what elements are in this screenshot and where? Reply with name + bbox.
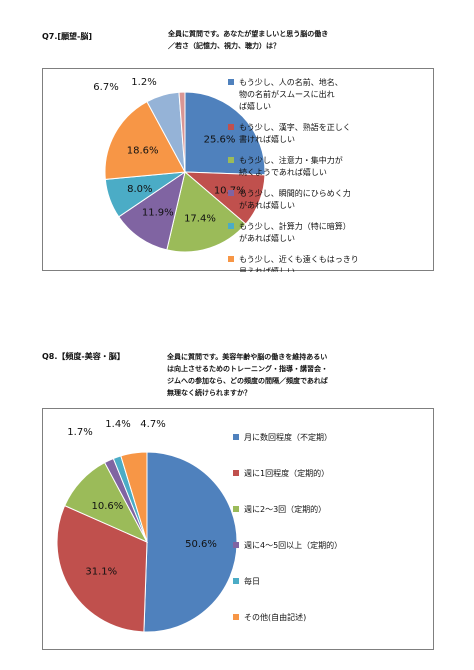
pie-label-0-5: 18.6% — [127, 145, 159, 156]
q8-chart: 50.6% 31.1% 10.6% 1.7% 1.4% 4.7% 月に数回程度（不定期） 週に… — [42, 408, 434, 650]
legend-text-1-1-0: 週に1回程度（定期的） — [244, 468, 329, 478]
legend-text-0-0-1: 物の名前がスムースに出れ — [239, 89, 335, 99]
legend-swatch-1-3 — [233, 542, 239, 548]
pie-label-1-4: 1.4% — [105, 419, 130, 430]
legend-swatch-0-1 — [228, 124, 234, 130]
pie-slice-0-5 — [104, 100, 186, 180]
legend-text-0-4-0: もう少し、計算力（特に暗算） — [239, 221, 351, 231]
legend-swatch-1-4 — [233, 578, 239, 584]
pie-label-0-0: 25.6% — [204, 135, 236, 146]
pie-label-0-4: 8.0% — [127, 184, 152, 195]
legend-text-0-0-2: ば嬉しい — [239, 101, 271, 111]
legend-swatch-1-2 — [233, 506, 239, 512]
legend-item-0-4: もう少し、計算力（特に暗算） があれば嬉しい — [228, 221, 351, 243]
q7-question: 全員に質問です。あなたが望ましいと思う脳の働き ／若さ（記憶力、視力、聴力）は？ — [168, 30, 329, 50]
pie-label-1-0: 50.6% — [185, 539, 217, 550]
pie-label-0-7: 1.2% — [131, 77, 156, 88]
legend-item-1-5: その他(自由記述) — [233, 612, 306, 622]
pie-slice-0-0 — [184, 91, 266, 176]
legend-text-0-1-1: 書ければ嬉しい — [239, 134, 295, 144]
legend-text-1-4-0: 毎日 — [244, 576, 260, 586]
pie-slice-1-5 — [120, 451, 148, 543]
legend-item-1-2: 週に2～3回（定期的） — [233, 504, 326, 514]
pie-label-1-5: 4.7% — [140, 419, 165, 430]
legend-text-0-5-1: 見えれば嬉しい — [239, 266, 295, 272]
legend-item-1-4: 毎日 — [233, 576, 260, 586]
legend-text-0-4-1: があれば嬉しい — [239, 233, 295, 243]
legend-text-1-2-0: 週に2～3回（定期的） — [244, 504, 326, 514]
q8-label: Q8.【頻度-美容・脳】 — [42, 352, 125, 361]
legend-text-0-2-0: もう少し、注意力・集中力が — [239, 155, 343, 165]
q8-pie-chart-svg: 50.6% 31.1% 10.6% 1.7% 1.4% 4.7% 月に数回程度（不定期） 週に… — [56, 419, 342, 633]
pie-slice-0-3 — [118, 170, 186, 251]
legend-text-0-1-0: もう少し、漢字、熟語を正しく — [239, 122, 351, 132]
pie-label-1-2: 10.6% — [92, 501, 124, 512]
q7-pie-chart-svg: 25.6%10.7%17.4%11.9%8.0%18.6%6.7%1.2%もう少… — [93, 77, 359, 272]
legend-swatch-0-2 — [228, 157, 234, 163]
legend-swatch-1-1 — [233, 470, 239, 476]
pie-label-0-2: 17.4% — [184, 214, 216, 225]
legend-swatch-0-0 — [228, 79, 234, 85]
legend-swatch-0-3 — [228, 190, 234, 196]
pie-label-1-3: 1.7% — [67, 427, 92, 438]
q8-question: 全員に質問です。美容年齢や脳の働きを維持あるい は向上させるためのトレーニング・… — [167, 353, 328, 397]
q7-label: Q7.[願望-脳] — [42, 32, 93, 41]
legend-text-0-0-0: もう少し、人の名前、地名、 — [239, 77, 343, 87]
legend-swatch-1-5 — [233, 614, 239, 620]
legend-text-0-5-0: もう少し、近くも遠くもはっきり — [239, 254, 359, 264]
q7-chart: 25.6%10.7%17.4%11.9%8.0%18.6%6.7%1.2%もう少… — [42, 68, 434, 272]
legend-swatch-1-0 — [233, 434, 239, 440]
legend-text-0-3-0: もう少し、瞬間的にひらめく力 — [239, 188, 351, 198]
pie-label-0-3: 11.9% — [142, 208, 174, 219]
pie-slice-1-1 — [56, 504, 148, 633]
legend-item-1-0: 月に数回程度（不定期） — [233, 432, 332, 442]
legend-swatch-0-5 — [228, 256, 234, 262]
pie-label-0-6: 6.7% — [93, 82, 118, 93]
legend-swatch-0-4 — [228, 223, 234, 229]
pie-slice-0-7 — [178, 91, 186, 173]
legend-item-1-3: 週に4～5回以上（定期的） — [233, 540, 342, 550]
legend-text-1-5-0: その他(自由記述) — [244, 612, 306, 622]
pie-slice-0-2 — [166, 171, 247, 253]
legend-text-0-2-1: 続くようであれば嬉しい — [239, 167, 327, 177]
legend-text-1-0-0: 月に数回程度（不定期） — [244, 432, 332, 442]
legend-text-1-3-0: 週に4～5回以上（定期的） — [244, 540, 342, 550]
legend-text-0-3-1: があれば嬉しい — [239, 200, 295, 210]
legend-item-1-1: 週に1回程度（定期的） — [233, 468, 329, 478]
pie-label-1-1: 31.1% — [85, 567, 117, 578]
